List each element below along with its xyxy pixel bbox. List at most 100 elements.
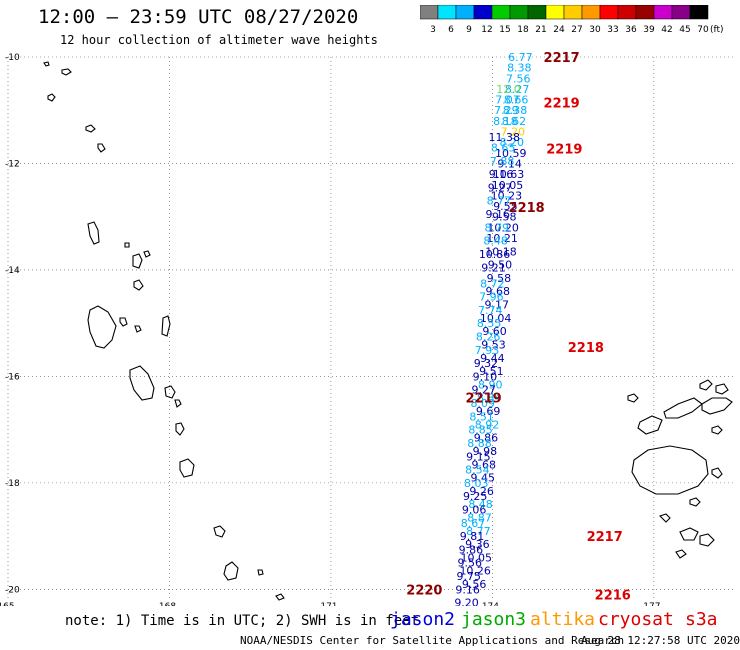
satellite-altika: altika xyxy=(530,609,596,630)
wave-height-value: 9.10 xyxy=(473,370,498,383)
pass-number: 2218 xyxy=(509,201,545,216)
island xyxy=(161,315,171,337)
island xyxy=(134,325,142,333)
wave-height-value: 7.74 xyxy=(478,304,503,317)
latitude-label: -20 xyxy=(5,585,20,595)
island xyxy=(61,68,72,76)
longitude-label: 168 xyxy=(159,602,176,606)
scale-label: 39 xyxy=(643,25,655,35)
wave-height-value: 8.38 xyxy=(503,104,528,117)
altimeter-tracks: 6.778.387.568.278.668.388.627.208.2010.5… xyxy=(454,51,532,606)
wave-height-value: 7.96 xyxy=(479,291,504,304)
wave-height-value: 9.68 xyxy=(472,458,497,471)
wave-height-value: 9.45 xyxy=(470,472,495,485)
island xyxy=(699,379,713,391)
footer: note: 1) Time is in UTC; 2) SWH is in fe… xyxy=(0,606,740,650)
latitude-label: -14 xyxy=(5,266,20,276)
wave-height-value: 10.26 xyxy=(459,565,491,578)
island xyxy=(97,143,106,153)
wave-height-value: 7.93 xyxy=(475,344,500,357)
island xyxy=(711,467,723,479)
latitude-label: -12 xyxy=(5,159,20,169)
pass-number: 2218 xyxy=(568,341,604,356)
wave-height-value: 8.67 xyxy=(461,517,486,530)
wave-height-value: 9.81 xyxy=(460,530,485,543)
graticule: -10 -12 -14 -16 -18 -20 165 168 171 174 177 xyxy=(0,53,736,606)
wave-height-value: 6.77 xyxy=(508,51,533,64)
island xyxy=(87,221,100,245)
wave-height-value: 9.16 xyxy=(486,208,511,221)
island xyxy=(257,569,264,576)
scale-label: 6 xyxy=(448,25,454,35)
wave-height-value: 9.26 xyxy=(469,485,494,498)
wave-height-value: 10.23 xyxy=(491,189,523,202)
wave-height-value: 9.51 xyxy=(479,365,504,378)
longitude-label: 174 xyxy=(482,602,499,606)
scale-label: 9 xyxy=(466,25,472,35)
wave-height-value: 8.77 xyxy=(487,195,512,208)
wave-height-value: 9.55 xyxy=(493,200,518,213)
wave-height-value: 9.27 xyxy=(488,181,513,194)
wave-height-value: 8.38 xyxy=(507,62,532,75)
pass-labels: 2217 2219 2219 2218 2218 2219 2217 2220 2216 xyxy=(406,51,631,604)
wave-height-value: 7.20 xyxy=(501,126,526,139)
wave-height-value: 9.32 xyxy=(474,357,499,370)
longitude-label: 177 xyxy=(643,602,660,606)
scale-label: 70 xyxy=(697,25,709,35)
island xyxy=(43,61,50,67)
wave-height-value: 8.09 xyxy=(470,397,495,410)
island xyxy=(663,397,703,419)
island xyxy=(701,397,733,415)
wave-height-value: 8.65 xyxy=(491,142,516,155)
wave-height-value: 10.04 xyxy=(480,312,512,325)
wave-height-value: 7.56 xyxy=(506,72,531,85)
wave-height-value: 8.84 xyxy=(477,392,502,405)
wave-height-value: 8.72 xyxy=(480,277,505,290)
wave-height-value: 10.86 xyxy=(479,248,511,261)
wave-height-value: 9.56 xyxy=(458,557,483,570)
coastlines xyxy=(43,61,733,601)
scale-label: 27 xyxy=(571,25,582,35)
wave-height-value: 9.58 xyxy=(487,272,512,285)
wave-height-value: 9.50 xyxy=(488,259,513,272)
wave-height-value: 9.44 xyxy=(480,352,505,365)
wave-height-value: 9.15 xyxy=(466,450,491,463)
pass-number: 2216 xyxy=(595,589,631,604)
wave-height-value: 9.53 xyxy=(481,338,506,351)
scale-label: 33 xyxy=(607,25,618,35)
wave-height-value: 10.20 xyxy=(487,221,519,234)
wave-height-value: 8.51 xyxy=(469,410,494,423)
credit-line: NOAA/NESDIS Center for Satellite Applica… xyxy=(240,634,625,647)
wave-height-value: 9.21 xyxy=(481,261,506,274)
wave-height-value: 10.05 xyxy=(492,179,524,192)
wave-height-value: 9.27 xyxy=(472,384,497,397)
wave-height-value: 8.03 xyxy=(464,477,489,490)
scale-label: 24 xyxy=(553,25,565,35)
satellite-cryosat: cryosat xyxy=(598,609,674,630)
island xyxy=(129,365,155,401)
island xyxy=(143,250,151,258)
scale-label: 12 xyxy=(481,25,492,35)
satellite-jason3: jason3 xyxy=(461,609,527,630)
wave-height-value: 8.48 xyxy=(468,498,493,511)
wave-height-value: 9.25 xyxy=(463,490,488,503)
wave-height-value: 8.54 xyxy=(465,464,490,477)
wave-height-value: 8.62 xyxy=(502,115,527,128)
wave-height-value: 8.26 xyxy=(476,330,501,343)
page-subtitle: 12 hour collection of altimeter wave hei… xyxy=(60,33,378,47)
wave-height-value: 11.38 xyxy=(489,131,521,144)
wave-height-value: 10.18 xyxy=(485,245,517,258)
wave-height-value: 9.75 xyxy=(456,570,481,583)
wave-height-value: 9.20 xyxy=(454,597,479,606)
wave-height-value: 8.55 xyxy=(477,317,502,330)
wave-height-value: 9.68 xyxy=(486,285,511,298)
scale-label: 36 xyxy=(625,25,637,35)
wave-height-value: 7.29 xyxy=(494,104,519,117)
scale-label: 21 xyxy=(535,25,546,35)
pass-number: 2217 xyxy=(544,51,580,66)
scale-label: 42 xyxy=(661,25,672,35)
satellite-jason2: jason2 xyxy=(390,609,456,630)
wave-height-map: -10 -12 -14 -16 -18 -20 165 168 171 174 177 xyxy=(0,51,736,606)
wave-height-value: 9.16 xyxy=(489,168,514,181)
longitude-label: 165 xyxy=(0,602,15,606)
